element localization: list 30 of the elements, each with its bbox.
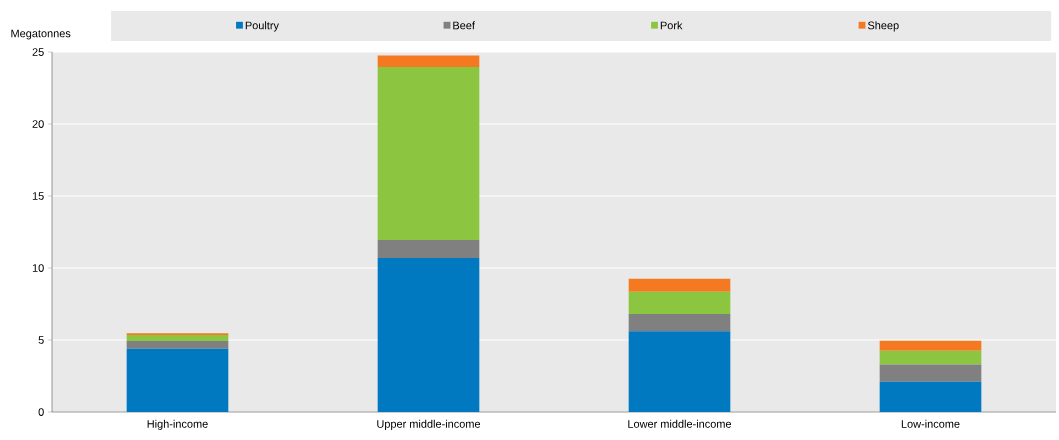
bar xyxy=(377,239,480,258)
y-axis-title: Megatonnes xyxy=(11,29,71,40)
y-tick-label: 5 xyxy=(38,336,44,344)
y-tick-label: 10 xyxy=(32,264,44,272)
bar xyxy=(628,331,731,412)
bar xyxy=(628,314,731,332)
bar xyxy=(628,291,731,315)
bar xyxy=(377,257,480,412)
x-tick-label: Lower middle-income xyxy=(628,419,732,428)
y-tick-label: 20 xyxy=(32,120,44,128)
x-tick-label: Low-income xyxy=(901,419,960,428)
y-tick-label: 15 xyxy=(32,192,44,200)
bar xyxy=(879,340,982,351)
bar xyxy=(879,381,982,412)
legend-label: Sheep xyxy=(867,21,899,32)
bar xyxy=(377,67,480,240)
legend-label: Beef xyxy=(453,21,475,30)
y-tick-label: 25 xyxy=(32,48,44,56)
legend-label: Poultry xyxy=(245,21,279,32)
x-tick-label: High-income xyxy=(147,419,208,430)
x-tick-label: Upper middle-income xyxy=(377,419,481,430)
bar xyxy=(628,278,731,292)
bar xyxy=(126,341,229,349)
bar xyxy=(126,348,229,412)
y-tick-label: 0 xyxy=(38,408,44,416)
bar xyxy=(377,55,480,68)
bar xyxy=(879,350,982,365)
legend-label: Pork xyxy=(660,21,683,30)
bar xyxy=(126,334,229,342)
bar xyxy=(879,364,982,382)
